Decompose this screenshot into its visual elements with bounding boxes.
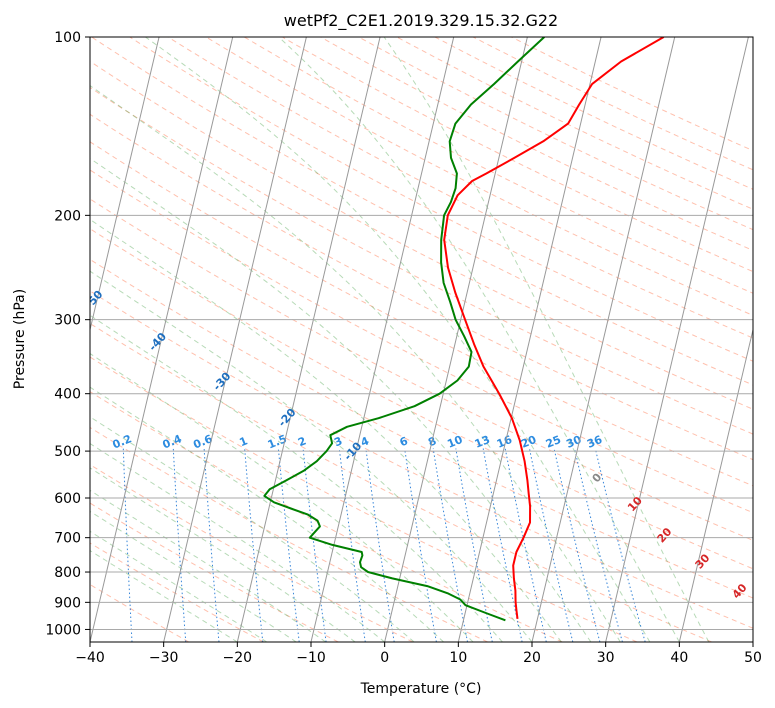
dry-adiabat bbox=[91, 37, 753, 386]
moist-adiabat bbox=[90, 467, 356, 642]
dry-adiabat bbox=[434, 37, 753, 190]
moist-adiabat bbox=[90, 218, 562, 642]
x-tick-label: −30 bbox=[149, 650, 179, 666]
plot-area: 0.10.20.40.611.52346810131620253036-100-… bbox=[90, 37, 753, 642]
moist-adiabat bbox=[90, 157, 592, 642]
dry-adiabat bbox=[90, 322, 712, 642]
dry-adiabat bbox=[90, 464, 414, 642]
moist-adiabat bbox=[90, 85, 621, 642]
y-tick-label: 700 bbox=[54, 531, 81, 547]
mixing-ratio-label: 3 bbox=[332, 434, 344, 449]
y-tick-label: 100 bbox=[54, 30, 81, 46]
mixing-ratio-label: 10 bbox=[445, 433, 464, 451]
x-tick-label: 50 bbox=[744, 650, 762, 666]
isotherm-line bbox=[163, 37, 307, 642]
mixing-ratio-label: 2 bbox=[296, 434, 308, 449]
temperature-profile bbox=[443, 37, 665, 620]
x-tick-label: 30 bbox=[597, 650, 615, 666]
dry-adiabat bbox=[320, 37, 753, 251]
moist-adiabat bbox=[145, 37, 651, 642]
x-axis-label: Temperature (°C) bbox=[360, 681, 482, 697]
isotherm-line bbox=[457, 37, 602, 642]
y-tick-label: 400 bbox=[54, 387, 81, 403]
isotherm-line bbox=[310, 37, 455, 642]
x-tick-label: 0 bbox=[380, 650, 389, 666]
moist-adiabat bbox=[383, 37, 710, 642]
moist-adiabat bbox=[90, 442, 385, 642]
moist-adiabat bbox=[278, 37, 680, 642]
dry-adiabat bbox=[205, 37, 753, 316]
y-axis: 100 200 300 400 500 600 700 800 900 1000 bbox=[45, 30, 90, 638]
mixing-ratio-label: 16 bbox=[495, 433, 514, 451]
x-tick-label: −10 bbox=[296, 650, 326, 666]
y-axis-label: Pressure (hPa) bbox=[12, 289, 28, 389]
x-axis: −40 −30 −20 −10 0 10 20 30 40 50 bbox=[75, 642, 762, 666]
x-tick-label: −40 bbox=[75, 650, 105, 666]
y-tick-label: 300 bbox=[54, 313, 81, 329]
moist-adiabat bbox=[90, 489, 326, 642]
moist-adiabat bbox=[90, 270, 533, 642]
dry-adiabat bbox=[90, 356, 638, 642]
isotherm-line bbox=[678, 327, 753, 642]
moist-adiabat bbox=[90, 314, 503, 642]
mixing-ratio-line bbox=[594, 448, 646, 642]
mixing-ratio-label: 20 bbox=[519, 433, 538, 451]
dry-adiabat bbox=[511, 37, 753, 152]
dry-adiabat bbox=[90, 60, 753, 410]
y-tick-label: 500 bbox=[54, 444, 81, 460]
isotherm-line bbox=[90, 37, 160, 332]
mixing-ratio-label: 36 bbox=[585, 433, 604, 451]
x-tick-label: 40 bbox=[670, 650, 688, 666]
mixing-ratio-line bbox=[504, 448, 547, 642]
isotherm-line bbox=[384, 37, 528, 642]
y-tick-label: 600 bbox=[54, 491, 81, 507]
dry-adiabat bbox=[244, 37, 753, 294]
moist-adiabat bbox=[90, 386, 444, 642]
plot-frame bbox=[89, 36, 754, 643]
isotherm-line bbox=[236, 37, 381, 642]
dewpoint-profile bbox=[263, 37, 545, 622]
chart-title: wetPf2_C2E1.2019.329.15.32.G22 bbox=[284, 11, 558, 31]
mixing-ratio-label: 1 bbox=[238, 434, 250, 449]
mixing-ratio-label: 13 bbox=[473, 433, 492, 451]
y-tick-label: 800 bbox=[54, 565, 81, 581]
isotherm-line bbox=[531, 37, 676, 642]
mixing-ratio-line bbox=[338, 448, 366, 642]
mixing-ratio-line bbox=[574, 448, 623, 642]
isotherm-line bbox=[90, 37, 234, 642]
mixing-ratio-line bbox=[553, 448, 601, 642]
dry-adiabat bbox=[90, 113, 753, 461]
x-tick-label: −20 bbox=[223, 650, 253, 666]
dry-adiabat bbox=[129, 37, 753, 362]
mixing-ratio-line bbox=[432, 448, 468, 642]
mixing-ratio-label: 30 bbox=[564, 433, 583, 451]
dry-adiabat bbox=[90, 141, 753, 487]
mixing-ratio-label: 25 bbox=[544, 433, 563, 451]
x-tick-label: 10 bbox=[449, 650, 467, 666]
x-tick-label: 20 bbox=[523, 650, 541, 666]
isotherm-line bbox=[605, 37, 749, 642]
dry-adiabat bbox=[358, 37, 753, 231]
y-tick-label: 200 bbox=[54, 208, 81, 224]
y-tick-label: 900 bbox=[54, 595, 81, 611]
mixing-ratio-line bbox=[529, 448, 574, 642]
dry-adiabat bbox=[90, 502, 339, 642]
mixing-ratio-line bbox=[404, 448, 437, 642]
dry-adiabat bbox=[90, 290, 753, 629]
y-tick-label: 1000 bbox=[45, 622, 81, 638]
